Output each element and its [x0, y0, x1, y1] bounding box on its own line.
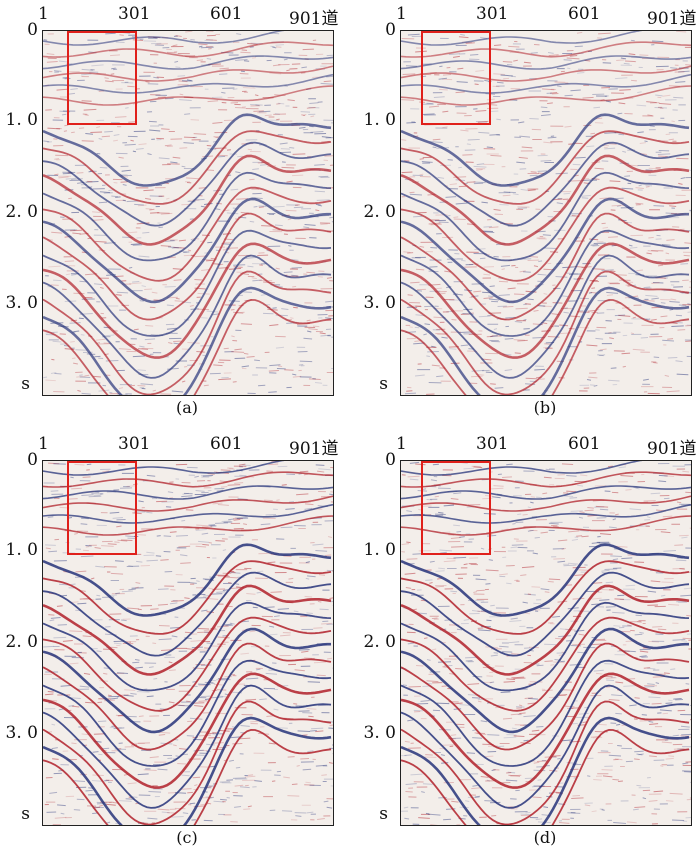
x-tick-901: 901道	[289, 4, 338, 29]
x-tick-1: 1	[396, 434, 407, 454]
highlight-box	[67, 461, 137, 555]
y-tick-1: 1. 0	[0, 540, 38, 560]
panel-caption: (d)	[400, 828, 690, 847]
x-tick-601: 601	[568, 4, 600, 24]
y-tick-0: 0	[358, 20, 396, 40]
y-tick-2: 2. 0	[0, 632, 38, 652]
y-tick-2: 2. 0	[358, 632, 396, 652]
panel-caption: (c)	[42, 828, 332, 847]
y-tick-1: 1. 0	[358, 110, 396, 130]
x-tick-601: 601	[210, 4, 242, 24]
seismic-section	[400, 30, 692, 396]
panel-d: 1 301 601 901道 0 1. 0 2. 0 3. 0 s (d)	[358, 430, 700, 854]
panel-c: 1 301 601 901道 0 1. 0 2. 0 3. 0 s (c)	[0, 430, 350, 854]
y-tick-3: 3. 0	[0, 723, 38, 743]
highlight-box	[421, 461, 491, 555]
seismic-section	[400, 460, 692, 826]
y-unit: s	[358, 804, 388, 824]
y-tick-3: 3. 0	[0, 293, 38, 313]
y-tick-1: 1. 0	[0, 110, 38, 130]
x-tick-1: 1	[38, 434, 49, 454]
panel-caption: (b)	[400, 398, 690, 417]
x-tick-301: 301	[118, 4, 150, 24]
panel-b: 1 301 601 901道 0 1. 0 2. 0 3. 0 s (b)	[358, 0, 700, 424]
y-tick-2: 2. 0	[0, 202, 38, 222]
y-tick-1: 1. 0	[358, 540, 396, 560]
x-tick-601: 601	[210, 434, 242, 454]
x-tick-1: 1	[396, 4, 407, 24]
y-tick-0: 0	[0, 20, 38, 40]
x-tick-301: 301	[476, 434, 508, 454]
y-unit: s	[358, 374, 388, 394]
seismic-section	[42, 30, 334, 396]
x-tick-901: 901道	[647, 434, 696, 459]
highlight-box	[67, 31, 137, 125]
x-tick-601: 601	[568, 434, 600, 454]
x-tick-901: 901道	[647, 4, 696, 29]
x-tick-301: 301	[118, 434, 150, 454]
y-unit: s	[0, 374, 30, 394]
y-tick-2: 2. 0	[358, 202, 396, 222]
y-tick-3: 3. 0	[358, 723, 396, 743]
y-tick-0: 0	[358, 450, 396, 470]
y-tick-3: 3. 0	[358, 293, 396, 313]
panel-a: 1 301 601 901道 0 1. 0 2. 0 3. 0 s (a)	[0, 0, 350, 424]
seismic-section	[42, 460, 334, 826]
y-unit: s	[0, 804, 30, 824]
highlight-box	[421, 31, 491, 125]
x-tick-901: 901道	[289, 434, 338, 459]
y-tick-0: 0	[0, 450, 38, 470]
x-tick-1: 1	[38, 4, 49, 24]
panel-caption: (a)	[42, 398, 332, 417]
x-tick-301: 301	[476, 4, 508, 24]
